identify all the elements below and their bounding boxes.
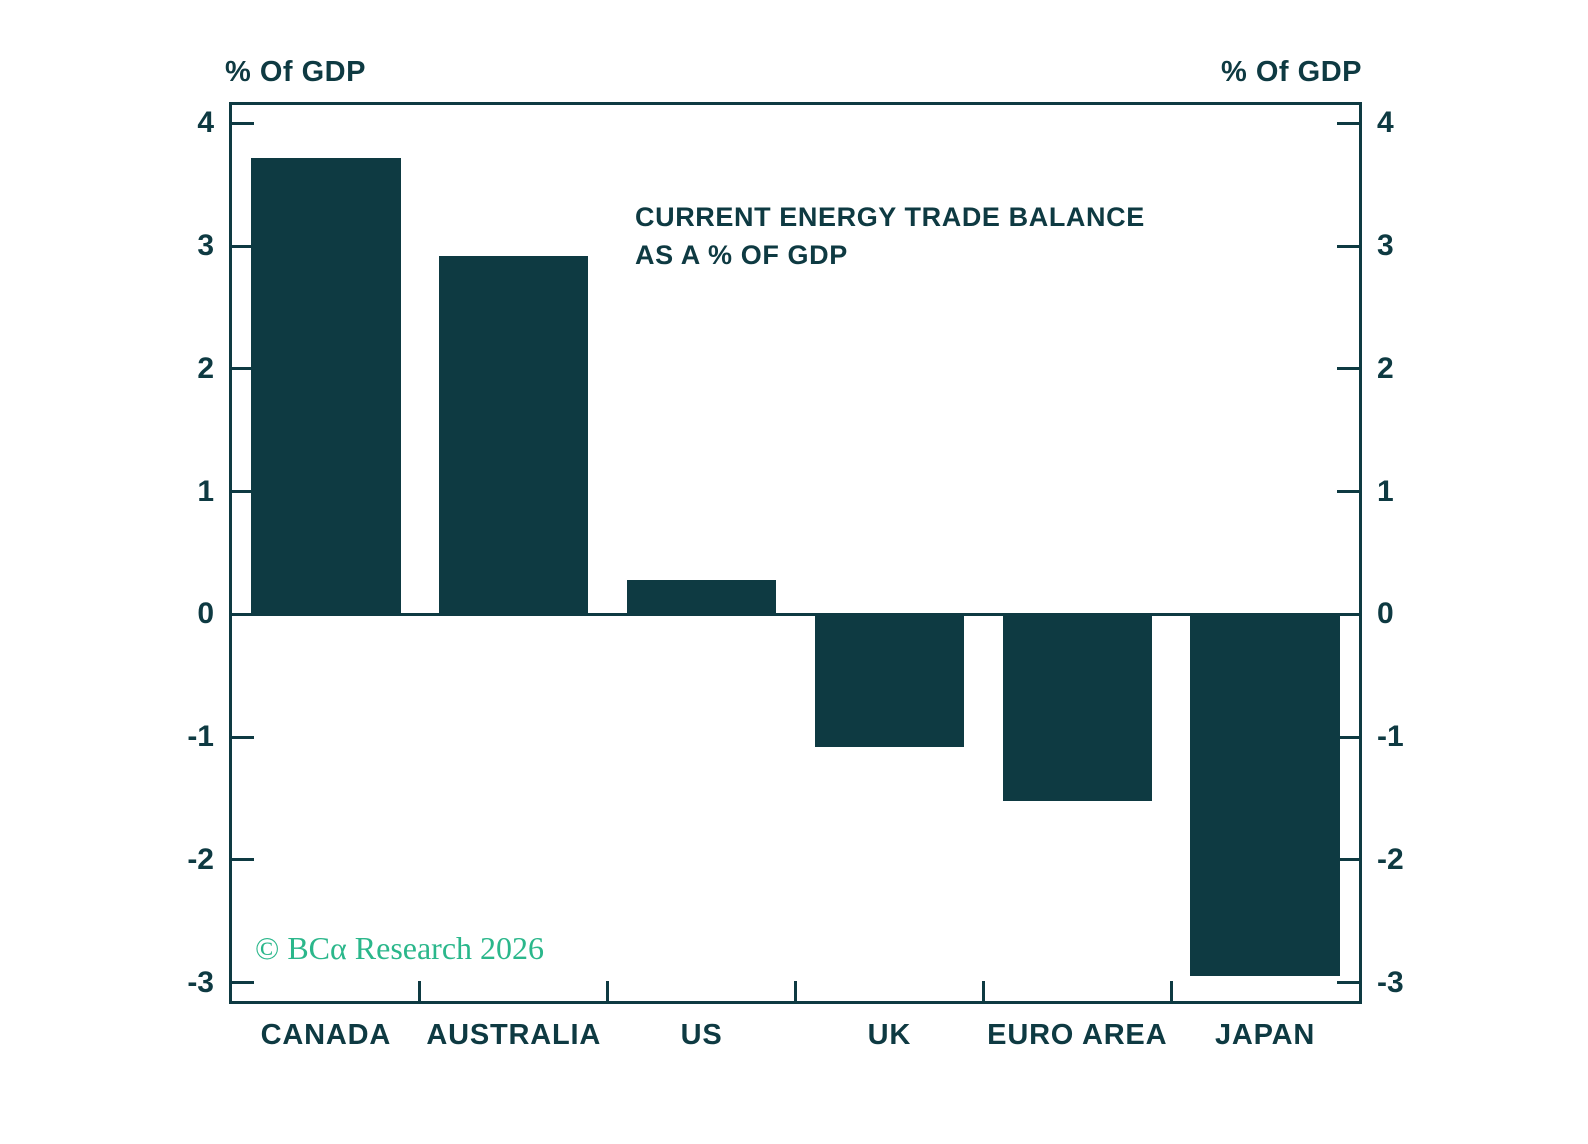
y-tick-label-left-0: 0 — [197, 597, 214, 631]
x-category-label-australia: AUSTRALIA — [426, 1019, 602, 1051]
y-tick-right--2 — [1337, 858, 1359, 862]
bar-canada — [251, 157, 401, 615]
y-tick-label-right-4: 4 — [1377, 106, 1394, 140]
y-tick-left-3 — [232, 244, 254, 248]
y-tick-label-left-4: 4 — [197, 106, 214, 140]
y-tick-right-1 — [1337, 490, 1359, 494]
y-tick-label-right-2: 2 — [1377, 351, 1394, 385]
y-tick-right--3 — [1337, 981, 1359, 985]
y-tick-right--1 — [1337, 735, 1359, 739]
y-tick-label-left--2: -2 — [187, 842, 214, 876]
y-tick-left-2 — [232, 367, 254, 371]
x-category-label-canada: CANADA — [260, 1019, 392, 1051]
y-tick-label-right-1: 1 — [1377, 474, 1394, 508]
plot-area: 4 4 3 3 2 2 1 1 0 0 -1 -1 -2 -2 -3 -3 CANADA AUSTRALIA US U… — [187, 102, 1404, 1051]
y-tick-label-right-3: 3 — [1377, 229, 1394, 263]
bar-us — [626, 580, 777, 615]
y-tick-label-left--3: -3 — [187, 965, 214, 999]
y-tick-left-4 — [232, 121, 254, 125]
x-axis-boundary-tick-2 — [606, 981, 610, 1001]
bar-euro-area — [1002, 614, 1152, 801]
x-axis-boundary-tick-4 — [981, 981, 985, 1001]
zero-baseline — [232, 612, 1359, 616]
y-tick-label-right--3: -3 — [1377, 965, 1404, 999]
x-category-label-us: US — [680, 1019, 723, 1051]
x-axis-boundary-tick-5 — [1169, 981, 1173, 1001]
x-category-label-japan: JAPAN — [1215, 1019, 1316, 1051]
bar-uk — [814, 614, 965, 747]
x-category-label-uk: UK — [867, 1019, 912, 1051]
x-axis-boundary-tick-1 — [418, 981, 422, 1001]
bar-japan — [1190, 614, 1340, 977]
y-tick-left--2 — [232, 858, 254, 862]
y-tick-label-right-0: 0 — [1377, 597, 1394, 631]
y-tick-left--3 — [232, 981, 254, 985]
y-tick-right-3 — [1337, 244, 1359, 248]
y-tick-label-left-3: 3 — [197, 229, 214, 263]
y-tick-label-left-1: 1 — [197, 474, 214, 508]
chart-title-line-2: AS A % OF GDP — [635, 240, 848, 270]
bar-australia — [439, 255, 589, 615]
left-axis-unit-label: % Of GDP — [225, 56, 366, 88]
watermark: © BCα Research 2026 — [255, 930, 545, 966]
y-tick-label-left-2: 2 — [197, 351, 214, 385]
chart-title-line-1: CURRENT ENERGY TRADE BALANCE — [635, 202, 1145, 232]
x-category-label-euro-area: EURO AREA — [987, 1019, 1168, 1051]
y-tick-label-left--1: -1 — [187, 720, 214, 754]
chart-title: CURRENT ENERGY TRADE BALANCE AS A % OF G… — [635, 198, 1145, 274]
y-tick-right-4 — [1337, 121, 1359, 125]
x-axis-boundary-tick-3 — [794, 981, 797, 1001]
y-tick-label-right--2: -2 — [1377, 842, 1404, 876]
y-tick-right-2 — [1337, 367, 1359, 371]
y-tick-left--1 — [232, 735, 254, 739]
right-axis-unit-label: % Of GDP — [1221, 56, 1362, 88]
y-tick-label-right--1: -1 — [1377, 720, 1404, 754]
y-tick-left-1 — [232, 490, 254, 494]
